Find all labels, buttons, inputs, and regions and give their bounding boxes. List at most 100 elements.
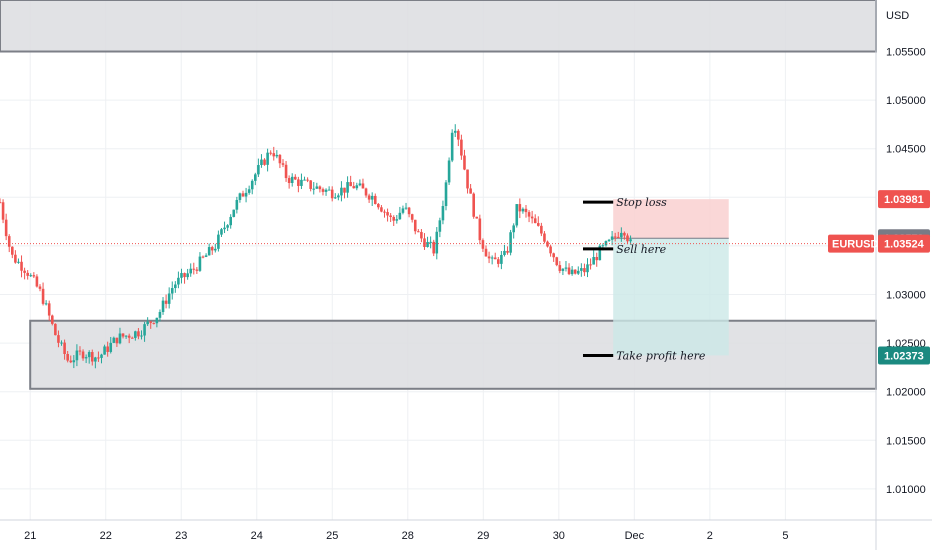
- candle-body: [127, 335, 131, 338]
- candle-body: [444, 182, 448, 207]
- candle-body: [204, 255, 208, 257]
- axes: USD 1.010001.015001.020001.025001.030001…: [875, 0, 926, 550]
- candle-body: [613, 236, 617, 238]
- candle-body: [457, 130, 460, 140]
- candle-body: [503, 250, 506, 255]
- candle-body: [207, 247, 211, 256]
- candle-body: [392, 216, 396, 221]
- candle-body: [38, 286, 42, 289]
- price-tag-text: 1.02373: [884, 350, 924, 362]
- candle-body: [515, 204, 519, 226]
- candle-body: [453, 130, 457, 133]
- candle-body: [364, 188, 368, 196]
- candle-body: [183, 273, 186, 278]
- candle-body: [349, 182, 352, 187]
- currency-label: USD: [886, 10, 909, 22]
- candle-body: [174, 284, 177, 289]
- candle-body: [293, 176, 297, 180]
- candle-body: [386, 212, 389, 216]
- candle-body: [413, 219, 417, 232]
- x-tick-label: 25: [326, 530, 338, 542]
- x-tick-label: 28: [402, 530, 414, 542]
- candle-body: [570, 269, 574, 275]
- candle-body: [576, 270, 580, 274]
- candle-body: [481, 240, 485, 249]
- candle-body: [589, 264, 592, 266]
- candle-body: [303, 179, 306, 181]
- candle-body: [143, 324, 146, 336]
- candle-body: [115, 337, 119, 344]
- candle-body: [263, 159, 266, 165]
- candle-body: [623, 232, 626, 236]
- x-tick-label: 2: [707, 530, 713, 542]
- candle-body: [269, 152, 272, 154]
- candle-body: [26, 272, 29, 276]
- candle-body: [417, 231, 420, 233]
- candle-body: [278, 154, 282, 164]
- candle-body: [558, 265, 562, 271]
- candle-body: [478, 218, 482, 241]
- candle-body: [158, 312, 162, 318]
- candle-body: [134, 331, 137, 338]
- price-tag-text: 1.03524: [884, 239, 925, 251]
- candle-body: [518, 204, 522, 212]
- candle-body: [475, 216, 479, 219]
- candle-body: [380, 207, 383, 212]
- candle-body: [546, 241, 549, 247]
- candle-body: [401, 208, 405, 213]
- candle-body: [438, 220, 442, 232]
- candle-body: [29, 275, 33, 277]
- candle-body: [226, 225, 229, 228]
- candle-body: [103, 346, 106, 355]
- candle-body: [309, 180, 312, 189]
- candle-body: [41, 288, 45, 304]
- candle-body: [90, 352, 94, 362]
- annotations[interactable]: Stop loss Sell here Take profit here: [582, 196, 706, 362]
- candle-body: [340, 187, 343, 196]
- annotation-text: Stop loss: [616, 196, 667, 209]
- candle-body: [373, 195, 377, 204]
- candle-body: [549, 246, 552, 254]
- candle-body: [595, 256, 599, 261]
- candle-body: [146, 321, 149, 325]
- price-tag-text: 1.03981: [884, 194, 924, 206]
- candle-body: [235, 199, 239, 210]
- candle-body: [297, 179, 300, 186]
- candle-body: [47, 303, 51, 316]
- candle-body: [564, 267, 568, 269]
- candle-body: [195, 269, 199, 271]
- candle-body: [573, 269, 577, 274]
- candle-body: [300, 179, 303, 186]
- x-tick-label: 29: [477, 530, 489, 542]
- candle-body: [189, 268, 193, 274]
- candle-body: [140, 335, 143, 337]
- x-tick-label: 5: [782, 530, 788, 542]
- candle-body: [66, 353, 69, 361]
- candle-body: [315, 186, 319, 189]
- candle-body: [423, 238, 426, 247]
- candle-body: [432, 241, 436, 254]
- candle-body: [20, 261, 23, 271]
- candle-body: [17, 261, 20, 263]
- candle-body: [435, 231, 439, 254]
- candle-body: [552, 253, 555, 258]
- candle-body: [287, 178, 291, 184]
- candle-body: [466, 169, 469, 189]
- symbol-tag: [828, 234, 874, 253]
- candle-body: [370, 195, 374, 200]
- candle-body: [616, 236, 620, 238]
- candle-body: [177, 277, 180, 285]
- candle-body: [281, 163, 285, 165]
- candle-body: [272, 153, 276, 157]
- candle-body: [14, 254, 17, 263]
- candle-body: [60, 342, 63, 344]
- x-axis: 21 22 23 24 25 28 29 30 Dec 2 5: [0, 519, 932, 542]
- position-tool[interactable]: [613, 199, 729, 356]
- price-tag: [878, 234, 930, 253]
- candle-body: [383, 211, 386, 213]
- candle-body: [601, 245, 605, 247]
- candle-body: [84, 357, 88, 359]
- candle-body: [210, 247, 214, 251]
- resistance-zone: [0, 0, 877, 53]
